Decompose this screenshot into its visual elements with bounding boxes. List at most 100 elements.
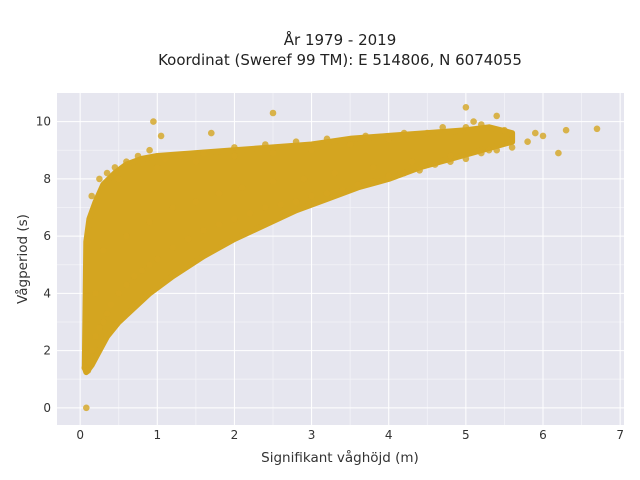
scatter-point: [200, 149, 207, 157]
scatter-point: [96, 175, 103, 183]
scatter-point: [269, 109, 277, 117]
scatter-density-region: [81, 124, 516, 376]
scatter-point: [103, 169, 111, 177]
scatter-point: [478, 121, 485, 128]
scatter-point: [277, 201, 285, 208]
scatter-point: [83, 404, 90, 412]
ticks-layer: 0 1 2 3 4 5 6 7 0 2 4 6 8 10: [36, 115, 624, 442]
scatter-point: [439, 124, 447, 131]
scatter-point: [103, 310, 111, 317]
scatter-point: [84, 367, 92, 374]
scatter-point: [370, 178, 377, 185]
scatter-point: [462, 155, 470, 163]
scatter-point: [400, 129, 408, 137]
scatter-point: [292, 138, 300, 145]
scatter-point: [200, 227, 207, 234]
x-axis-label: Signifikant våghöjd (m): [261, 449, 419, 466]
scatter-point: [146, 261, 153, 269]
scatter-point: [154, 255, 161, 263]
points-layer: [81, 104, 601, 412]
chart-title: År 1979 - 2019: [284, 30, 397, 49]
x-tick-label: 5: [462, 428, 470, 442]
scatter-point: [292, 198, 300, 206]
scatter-point: [493, 112, 501, 120]
scatter-point: [385, 172, 393, 180]
scatter-point: [96, 324, 103, 332]
scatter-point: [362, 132, 369, 140]
scatter-point: [100, 318, 107, 326]
scatter-point: [231, 144, 238, 151]
scatter-point: [86, 358, 93, 366]
scatter-point: [262, 141, 269, 148]
scatter-point: [493, 146, 501, 154]
scatter-point: [157, 132, 165, 140]
scatter-point: [385, 135, 393, 143]
x-tick-label: 0: [76, 428, 84, 442]
scatter-point: [593, 125, 601, 133]
scatter-point: [416, 167, 423, 174]
y-tick-label: 10: [36, 115, 51, 129]
scatter-point: [346, 141, 354, 148]
scatter-point: [100, 247, 107, 254]
scatter-point: [88, 347, 95, 354]
scatter-point: [150, 118, 157, 125]
scatter-point: [539, 132, 547, 140]
scatter-point: [231, 215, 238, 223]
scatter-point: [262, 204, 269, 211]
scatter-point: [269, 178, 277, 185]
scatter-point: [123, 281, 130, 289]
scatter-point: [177, 152, 184, 160]
scatter-point: [323, 135, 331, 143]
y-tick-label: 4: [43, 286, 51, 300]
scatter-point: [154, 164, 161, 171]
y-tick-label: 0: [43, 401, 51, 415]
scatter-point: [161, 155, 169, 163]
scatter-point: [184, 235, 192, 243]
scatter-point: [354, 181, 362, 188]
scatter-point: [508, 144, 516, 151]
scatter-point: [532, 129, 539, 137]
scatter-point: [111, 164, 119, 171]
scatter-point: [462, 104, 470, 111]
scatter-point: [215, 189, 223, 197]
x-tick-label: 6: [539, 428, 547, 442]
scatter-point: [231, 152, 238, 160]
x-tick-label: 3: [308, 428, 316, 442]
scatter-point: [447, 158, 454, 165]
scatter-point: [478, 149, 485, 157]
scatter-point: [130, 272, 138, 280]
scatter-point: [447, 152, 454, 160]
scatter-point: [92, 290, 99, 297]
scatter-point: [501, 126, 508, 134]
scatter-point: [138, 267, 146, 274]
scatter-point: [123, 158, 130, 165]
scatter-point: [134, 152, 142, 160]
scatter-point: [215, 221, 223, 228]
scatter-point: [238, 184, 246, 191]
scatter-point: [431, 161, 439, 168]
scatter-point: [192, 158, 200, 165]
scatter-point: [88, 192, 95, 200]
scatter-point: [424, 129, 431, 137]
scatter-point: [107, 301, 115, 309]
scatter-point: [470, 118, 477, 125]
scatter-point: [485, 146, 493, 154]
scatter-point: [308, 192, 315, 200]
chart-subtitle: Koordinat (Sweref 99 TM): E 514806, N 60…: [158, 51, 522, 69]
scatter-point: [115, 175, 122, 183]
scatter-point: [370, 164, 377, 171]
scatter-point: [123, 232, 130, 240]
x-tick-label: 4: [385, 428, 393, 442]
scatter-point: [192, 198, 200, 206]
scatter-point: [208, 129, 215, 137]
scatter-point: [84, 238, 92, 246]
scatter-point: [323, 189, 331, 197]
scatter-point: [462, 124, 470, 131]
x-tick-label: 7: [616, 428, 624, 442]
y-tick-label: 8: [43, 172, 51, 186]
scatter-point: [524, 138, 531, 145]
x-tick-label: 1: [153, 428, 161, 442]
scatter-point: [169, 244, 176, 251]
scatter-point: [331, 169, 339, 177]
